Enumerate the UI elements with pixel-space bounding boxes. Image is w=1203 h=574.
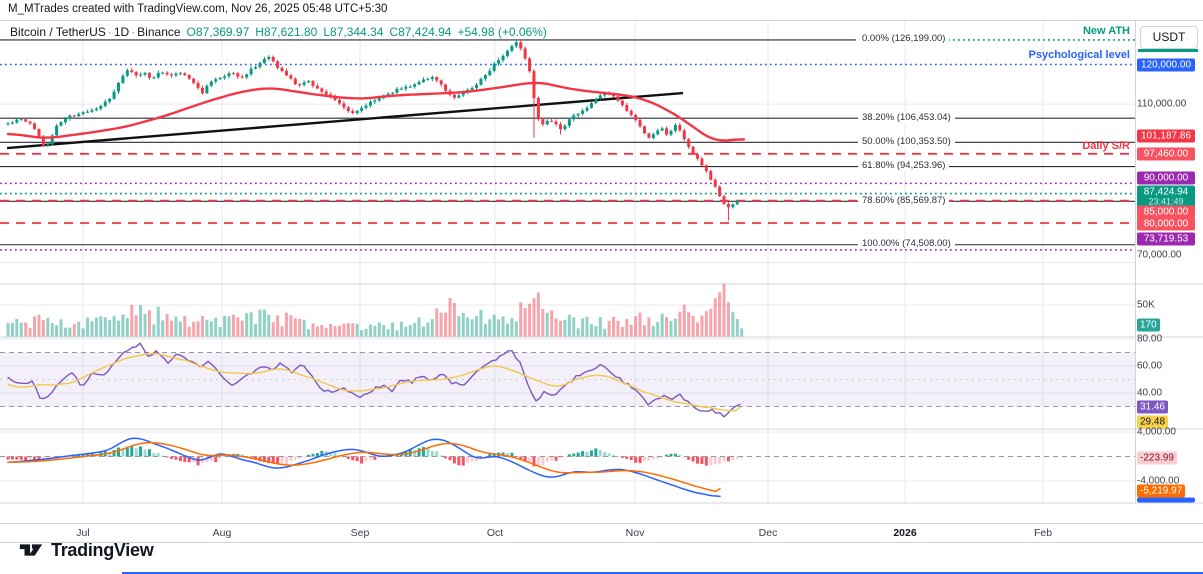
pane-separators xyxy=(0,20,1203,504)
open-value: 87,369.97 xyxy=(195,25,250,39)
axis-label: 60.00 xyxy=(1137,360,1163,372)
close-value: 87,424.94 xyxy=(398,25,452,39)
low-value: 87,344.34 xyxy=(330,25,384,39)
axis-label: 80.00 xyxy=(1137,333,1163,345)
currency-underline xyxy=(1138,49,1198,52)
axis-badge: 85,000.00 xyxy=(1137,205,1195,219)
time-axis-label: Feb xyxy=(1033,527,1053,539)
axis-badge: 101,187.86 xyxy=(1137,129,1195,143)
volume-series xyxy=(6,283,744,337)
fib-level-label: 61.80% (94,253.96) xyxy=(858,160,950,172)
time-axis-label: Nov xyxy=(625,527,645,539)
axis-badge: 170 xyxy=(1137,318,1160,332)
time-axis-label: Sep xyxy=(350,527,370,539)
rsi-lines xyxy=(7,342,741,418)
chart-canvas[interactable] xyxy=(0,20,1203,523)
interval-label: 1D xyxy=(113,25,130,39)
low-label: L xyxy=(323,25,331,39)
legend-separator: · xyxy=(131,25,136,39)
bottom-accent-line xyxy=(122,572,1203,574)
open-label: O xyxy=(186,25,196,39)
candlestick-series xyxy=(6,39,744,221)
legend-separator: · xyxy=(107,25,112,39)
psychological-level-label: Psychological level xyxy=(1028,49,1131,61)
axis-label: 50K xyxy=(1137,299,1155,311)
price-axis[interactable]: USDT 120,000.00 110,000.00 101,187.86 97,46… xyxy=(1135,20,1203,523)
fib-level-label: 78.60% (85,569.87) xyxy=(858,194,950,206)
high-value: 87,621.80 xyxy=(263,25,318,39)
change-value: +54.98 (+0.06%) xyxy=(457,25,547,39)
axis-badge: -223.99 xyxy=(1137,451,1177,465)
time-axis-label: Oct xyxy=(486,527,504,539)
exchange-label: Binance xyxy=(137,25,181,39)
tradingview-logo-text: TradingView xyxy=(51,539,154,560)
axis-label: 4,000.00 xyxy=(1137,426,1176,438)
axis-badge: 120,000.00 xyxy=(1137,58,1195,71)
new-ath-label: New ATH xyxy=(1082,25,1130,37)
time-axis-label: Aug xyxy=(212,527,232,539)
tradingview-logo[interactable]: TradingView xyxy=(18,537,154,563)
close-label: C xyxy=(389,25,399,39)
currency-toggle-usdt[interactable]: USDT xyxy=(1140,26,1198,49)
axis-label: 40.00 xyxy=(1137,387,1163,399)
axis-badge: 80,000.00 xyxy=(1137,217,1195,231)
fib-retracement xyxy=(0,39,1135,246)
symbol-legend[interactable]: Bitcoin / TetherUS · 1D · Binance O87,369.97 H… xyxy=(10,25,547,39)
time-axis[interactable]: Jul Aug Sep Oct Nov Dec 2026 Feb xyxy=(0,523,1203,543)
axis-label: 70,000.00 xyxy=(1137,249,1182,261)
fib-level-label: 100.00% (74,508.00) xyxy=(858,238,955,250)
footer: TradingView xyxy=(0,540,1203,574)
time-axis-label: Jul xyxy=(76,527,90,539)
high-label: H xyxy=(255,25,264,39)
axis-badge: 31.46 xyxy=(1137,400,1169,414)
trendline[interactable] xyxy=(6,91,684,150)
time-axis-label: Dec xyxy=(758,527,778,539)
alert-lines xyxy=(0,39,1135,251)
ma-line xyxy=(6,81,746,142)
gridlines xyxy=(0,20,1135,503)
tradingview-logo-icon xyxy=(19,544,43,556)
fib-level-label: 38.20% (106,453.04) xyxy=(858,111,955,123)
axis-label: 110,000.00 xyxy=(1137,98,1187,110)
time-axis-label: 2026 xyxy=(893,527,917,539)
axis-badge: 87,424.94 23:41:49 xyxy=(1137,185,1195,209)
axis-badge: 97,460.00 xyxy=(1137,147,1195,161)
axis-badge: -5,219.97 xyxy=(1137,484,1186,498)
axis-badge: 29.48 xyxy=(1137,415,1169,429)
symbol-title[interactable]: Bitcoin / TetherUS xyxy=(10,25,106,39)
axis-badge: 90,000.00 xyxy=(1137,171,1195,185)
axis-label: -4,000.00 xyxy=(1137,475,1180,487)
macd-lines xyxy=(7,437,721,498)
axis-badge xyxy=(1137,497,1195,503)
daily-sr-label: Daily S/R xyxy=(1082,140,1130,152)
axis-badge: 73,719.53 xyxy=(1137,232,1195,246)
attribution-text: M_MTrades created with TradingView.com, … xyxy=(8,3,388,15)
fib-level-label: 0.00% (126,199.00) xyxy=(858,33,950,45)
fib-level-label: 50.00% (100,353.50) xyxy=(858,135,955,147)
